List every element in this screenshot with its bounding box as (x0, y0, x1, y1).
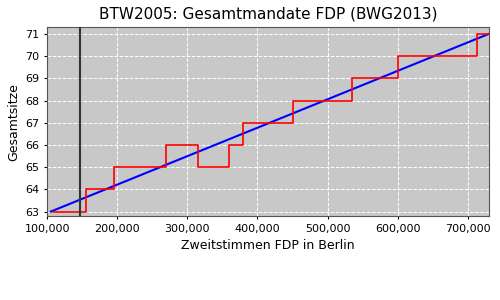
Y-axis label: Gesamtsitze: Gesamtsitze (7, 83, 20, 160)
Sitze real (474, 32, 480, 36)
Sitze real (268, 121, 274, 124)
Sitze real (486, 32, 492, 36)
Sitze real (452, 54, 458, 58)
X-axis label: Zweitstimmen FDP in Berlin: Zweitstimmen FDP in Berlin (181, 239, 355, 252)
Sitze real (50, 210, 56, 213)
Line: Sitze real: Sitze real (53, 34, 488, 212)
Sitze real (226, 143, 232, 147)
Sitze real (111, 165, 117, 169)
Sitze real (349, 99, 355, 102)
Sitze real (335, 99, 341, 102)
Title: BTW2005: Gesamtmandate FDP (BWG2013): BTW2005: Gesamtmandate FDP (BWG2013) (98, 7, 437, 22)
